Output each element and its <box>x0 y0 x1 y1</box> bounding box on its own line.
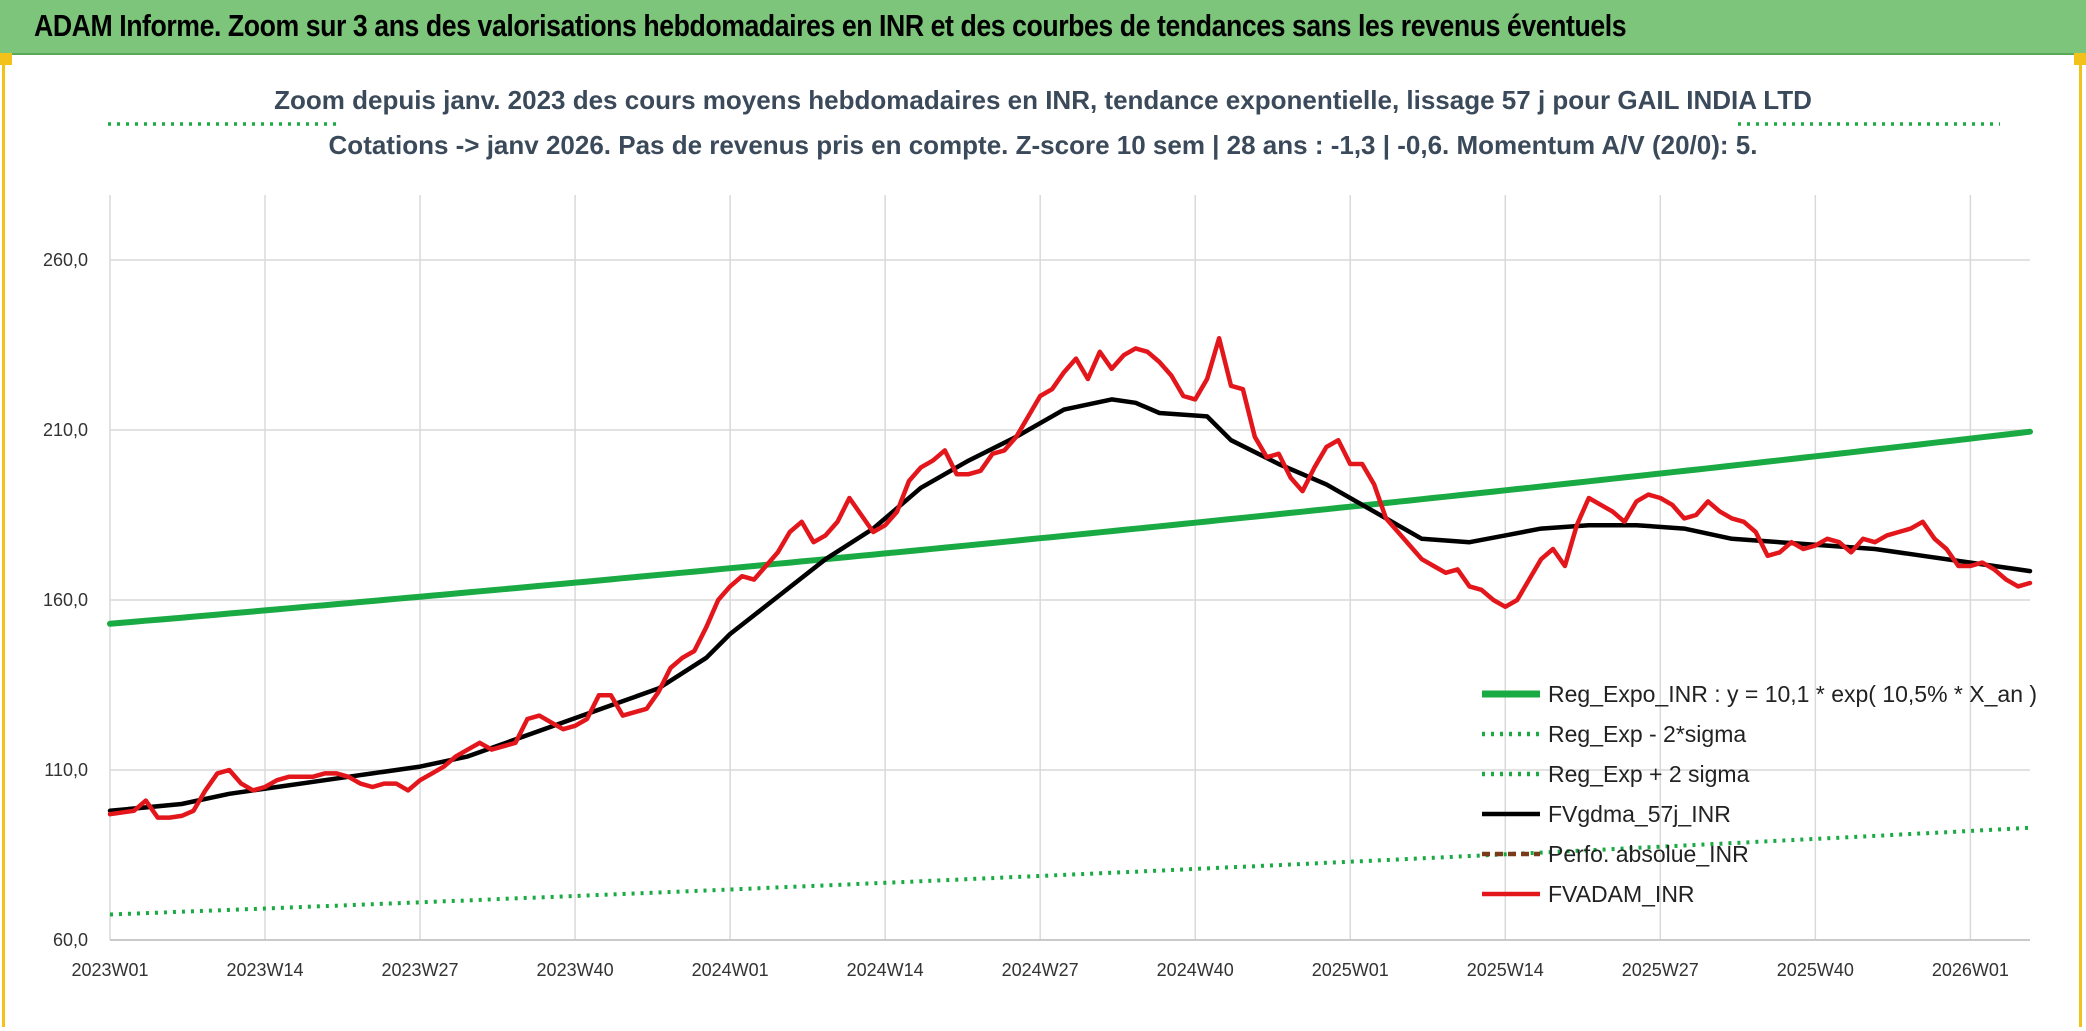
report-title: ADAM Informe. Zoom sur 3 ans des valoris… <box>34 8 1627 43</box>
legend-label: FVgdma_57j_INR <box>1548 801 1731 827</box>
y-tick-label: 210,0 <box>43 420 88 440</box>
series-line <box>107 428 2033 627</box>
legend: Reg_Expo_INR : y = 10,1 * exp( 10,5% * X… <box>1482 681 2037 907</box>
legend-label: FVADAM_INR <box>1548 881 1695 907</box>
x-tick-label: 2023W27 <box>382 960 459 980</box>
x-tick-label: 2025W40 <box>1777 960 1854 980</box>
corner-mark-left <box>0 53 12 65</box>
y-tick-label: 160,0 <box>43 590 88 610</box>
series-line <box>107 397 2033 814</box>
legend-label: Reg_Expo_INR : y = 10,1 * exp( 10,5% * X… <box>1548 681 2037 707</box>
x-tick-label: 2024W01 <box>692 960 769 980</box>
corner-mark-right <box>2074 53 2086 65</box>
y-tick-label: 110,0 <box>44 760 88 780</box>
x-tick-label: 2023W01 <box>71 960 148 980</box>
chart-subtitle-2: Cotations -> janv 2026. Pas de revenus p… <box>329 130 1758 160</box>
legend-label: Reg_Exp - 2*sigma <box>1548 721 1746 747</box>
chart-subtitle-1: Zoom depuis janv. 2023 des cours moyens … <box>274 85 1812 115</box>
legend-label: Reg_Exp + 2 sigma <box>1548 761 1750 787</box>
title-banner: ADAM Informe. Zoom sur 3 ans des valoris… <box>0 0 2086 55</box>
x-tick-label: 2024W40 <box>1157 960 1234 980</box>
x-tick-label: 2024W14 <box>847 960 924 980</box>
x-tick-label: 2023W40 <box>537 960 614 980</box>
x-tick-label: 2023W14 <box>226 960 303 980</box>
y-tick-label: 260,0 <box>43 250 88 270</box>
series-lines <box>107 335 2033 917</box>
x-tick-label: 2025W27 <box>1622 960 1699 980</box>
y-tick-label: 60,0 <box>53 930 88 950</box>
x-tick-label: 2025W01 <box>1312 960 1389 980</box>
x-tick-label: 2025W14 <box>1467 960 1544 980</box>
chart-frame <box>2 55 2082 1027</box>
x-tick-label: 2026W01 <box>1932 960 2009 980</box>
grid <box>109 195 2030 941</box>
series-line <box>107 335 2033 820</box>
x-axis: 2023W01 2023W14 2023W27 2023W40 2024W01 2024W… <box>71 939 2030 980</box>
y-axis: 60,0 110,0 160,0 210,0 260,0 <box>43 250 88 950</box>
x-tick-label: 2024W27 <box>1002 960 1079 980</box>
legend-label: Perfo. absolue_INR <box>1548 841 1749 867</box>
